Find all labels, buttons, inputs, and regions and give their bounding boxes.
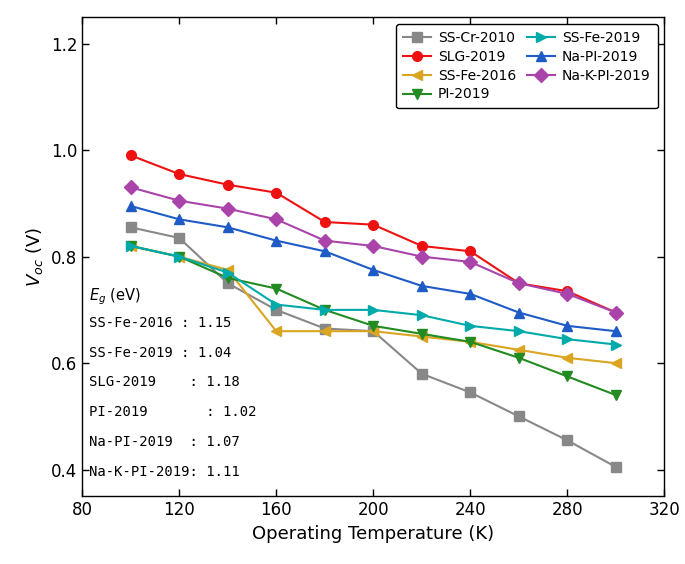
Text: Na-K-PI-2019: 1.11: Na-K-PI-2019: 1.11 <box>90 465 240 479</box>
Na-K-PI-2019 <box>321 237 329 244</box>
SLG-2019 <box>127 152 135 159</box>
PI-2019 <box>563 373 571 380</box>
SLG-2019 <box>272 190 280 196</box>
SLG-2019 <box>514 280 523 287</box>
Na-PI-2019 <box>272 237 280 244</box>
SS-Cr-2010 <box>563 437 571 444</box>
SS-Cr-2010 <box>321 325 329 332</box>
Line: SS-Fe-2016: SS-Fe-2016 <box>126 241 621 368</box>
SS-Cr-2010 <box>223 280 232 287</box>
SS-Fe-2019 <box>369 306 377 313</box>
Line: PI-2019: PI-2019 <box>126 241 621 400</box>
SS-Fe-2016 <box>223 267 232 274</box>
SS-Fe-2019 <box>418 312 426 319</box>
Text: PI-2019       : 1.02: PI-2019 : 1.02 <box>90 405 257 419</box>
SS-Fe-2016 <box>272 328 280 334</box>
Na-PI-2019 <box>127 202 135 209</box>
Text: $E_g$ (eV): $E_g$ (eV) <box>90 286 141 306</box>
SS-Fe-2016 <box>321 328 329 334</box>
Na-PI-2019 <box>223 224 232 231</box>
Text: SS-Fe-2019 : 1.04: SS-Fe-2019 : 1.04 <box>90 346 232 360</box>
Text: SS-Fe-2016 : 1.15: SS-Fe-2016 : 1.15 <box>90 316 232 330</box>
Na-PI-2019 <box>321 248 329 255</box>
SS-Fe-2019 <box>514 328 523 334</box>
Na-K-PI-2019 <box>563 290 571 297</box>
PI-2019 <box>127 243 135 249</box>
Na-K-PI-2019 <box>612 309 620 316</box>
Legend: SS-Cr-2010, SLG-2019, SS-Fe-2016, PI-2019, SS-Fe-2019, Na-PI-2019, Na-K-PI-2019: SS-Cr-2010, SLG-2019, SS-Fe-2016, PI-201… <box>396 24 658 108</box>
Na-PI-2019 <box>514 309 523 316</box>
Na-K-PI-2019 <box>272 216 280 223</box>
PI-2019 <box>369 323 377 329</box>
SS-Fe-2016 <box>127 243 135 249</box>
Na-PI-2019 <box>466 290 475 297</box>
PI-2019 <box>514 354 523 361</box>
SS-Cr-2010 <box>514 413 523 420</box>
SS-Fe-2016 <box>514 346 523 353</box>
X-axis label: Operating Temperature (K): Operating Temperature (K) <box>252 525 495 543</box>
Line: SLG-2019: SLG-2019 <box>126 151 621 318</box>
PI-2019 <box>321 306 329 313</box>
PI-2019 <box>272 285 280 292</box>
SLG-2019 <box>223 181 232 188</box>
Na-K-PI-2019 <box>127 184 135 191</box>
Line: Na-PI-2019: Na-PI-2019 <box>126 201 621 336</box>
SS-Fe-2019 <box>175 253 184 260</box>
SS-Cr-2010 <box>466 389 475 396</box>
SLG-2019 <box>175 171 184 178</box>
PI-2019 <box>223 275 232 281</box>
Na-PI-2019 <box>175 216 184 223</box>
PI-2019 <box>612 392 620 399</box>
Line: SS-Cr-2010: SS-Cr-2010 <box>126 222 621 472</box>
PI-2019 <box>466 338 475 345</box>
Text: SLG-2019    : 1.18: SLG-2019 : 1.18 <box>90 376 240 389</box>
Na-K-PI-2019 <box>369 243 377 249</box>
SLG-2019 <box>563 288 571 294</box>
SLG-2019 <box>418 243 426 249</box>
Na-PI-2019 <box>612 328 620 334</box>
SS-Fe-2019 <box>466 323 475 329</box>
Na-K-PI-2019 <box>514 280 523 287</box>
SLG-2019 <box>612 309 620 316</box>
Line: SS-Fe-2019: SS-Fe-2019 <box>126 241 621 349</box>
SS-Fe-2016 <box>175 253 184 260</box>
SS-Fe-2019 <box>127 243 135 249</box>
Text: Na-PI-2019  : 1.07: Na-PI-2019 : 1.07 <box>90 435 240 449</box>
SS-Cr-2010 <box>175 235 184 241</box>
Y-axis label: $V_{oc}$ (V): $V_{oc}$ (V) <box>24 227 45 287</box>
Na-K-PI-2019 <box>466 258 475 265</box>
PI-2019 <box>175 253 184 260</box>
SLG-2019 <box>466 248 475 255</box>
SS-Fe-2016 <box>466 338 475 345</box>
SS-Fe-2019 <box>272 301 280 308</box>
SS-Fe-2016 <box>369 328 377 334</box>
SS-Cr-2010 <box>369 328 377 334</box>
PI-2019 <box>418 331 426 337</box>
Na-PI-2019 <box>563 323 571 329</box>
Na-K-PI-2019 <box>223 205 232 212</box>
SS-Fe-2019 <box>612 341 620 348</box>
SS-Fe-2019 <box>223 269 232 276</box>
SS-Fe-2016 <box>563 354 571 361</box>
Line: Na-K-PI-2019: Na-K-PI-2019 <box>126 183 621 318</box>
Na-K-PI-2019 <box>418 253 426 260</box>
SLG-2019 <box>369 221 377 228</box>
SS-Cr-2010 <box>418 371 426 377</box>
SS-Cr-2010 <box>612 464 620 470</box>
SS-Fe-2019 <box>563 336 571 342</box>
Na-K-PI-2019 <box>175 197 184 204</box>
SLG-2019 <box>321 219 329 226</box>
Na-PI-2019 <box>369 267 377 274</box>
SS-Fe-2016 <box>612 360 620 367</box>
SS-Cr-2010 <box>127 224 135 231</box>
SS-Cr-2010 <box>272 306 280 313</box>
Na-PI-2019 <box>418 283 426 289</box>
SS-Fe-2016 <box>418 333 426 340</box>
SS-Fe-2019 <box>321 306 329 313</box>
